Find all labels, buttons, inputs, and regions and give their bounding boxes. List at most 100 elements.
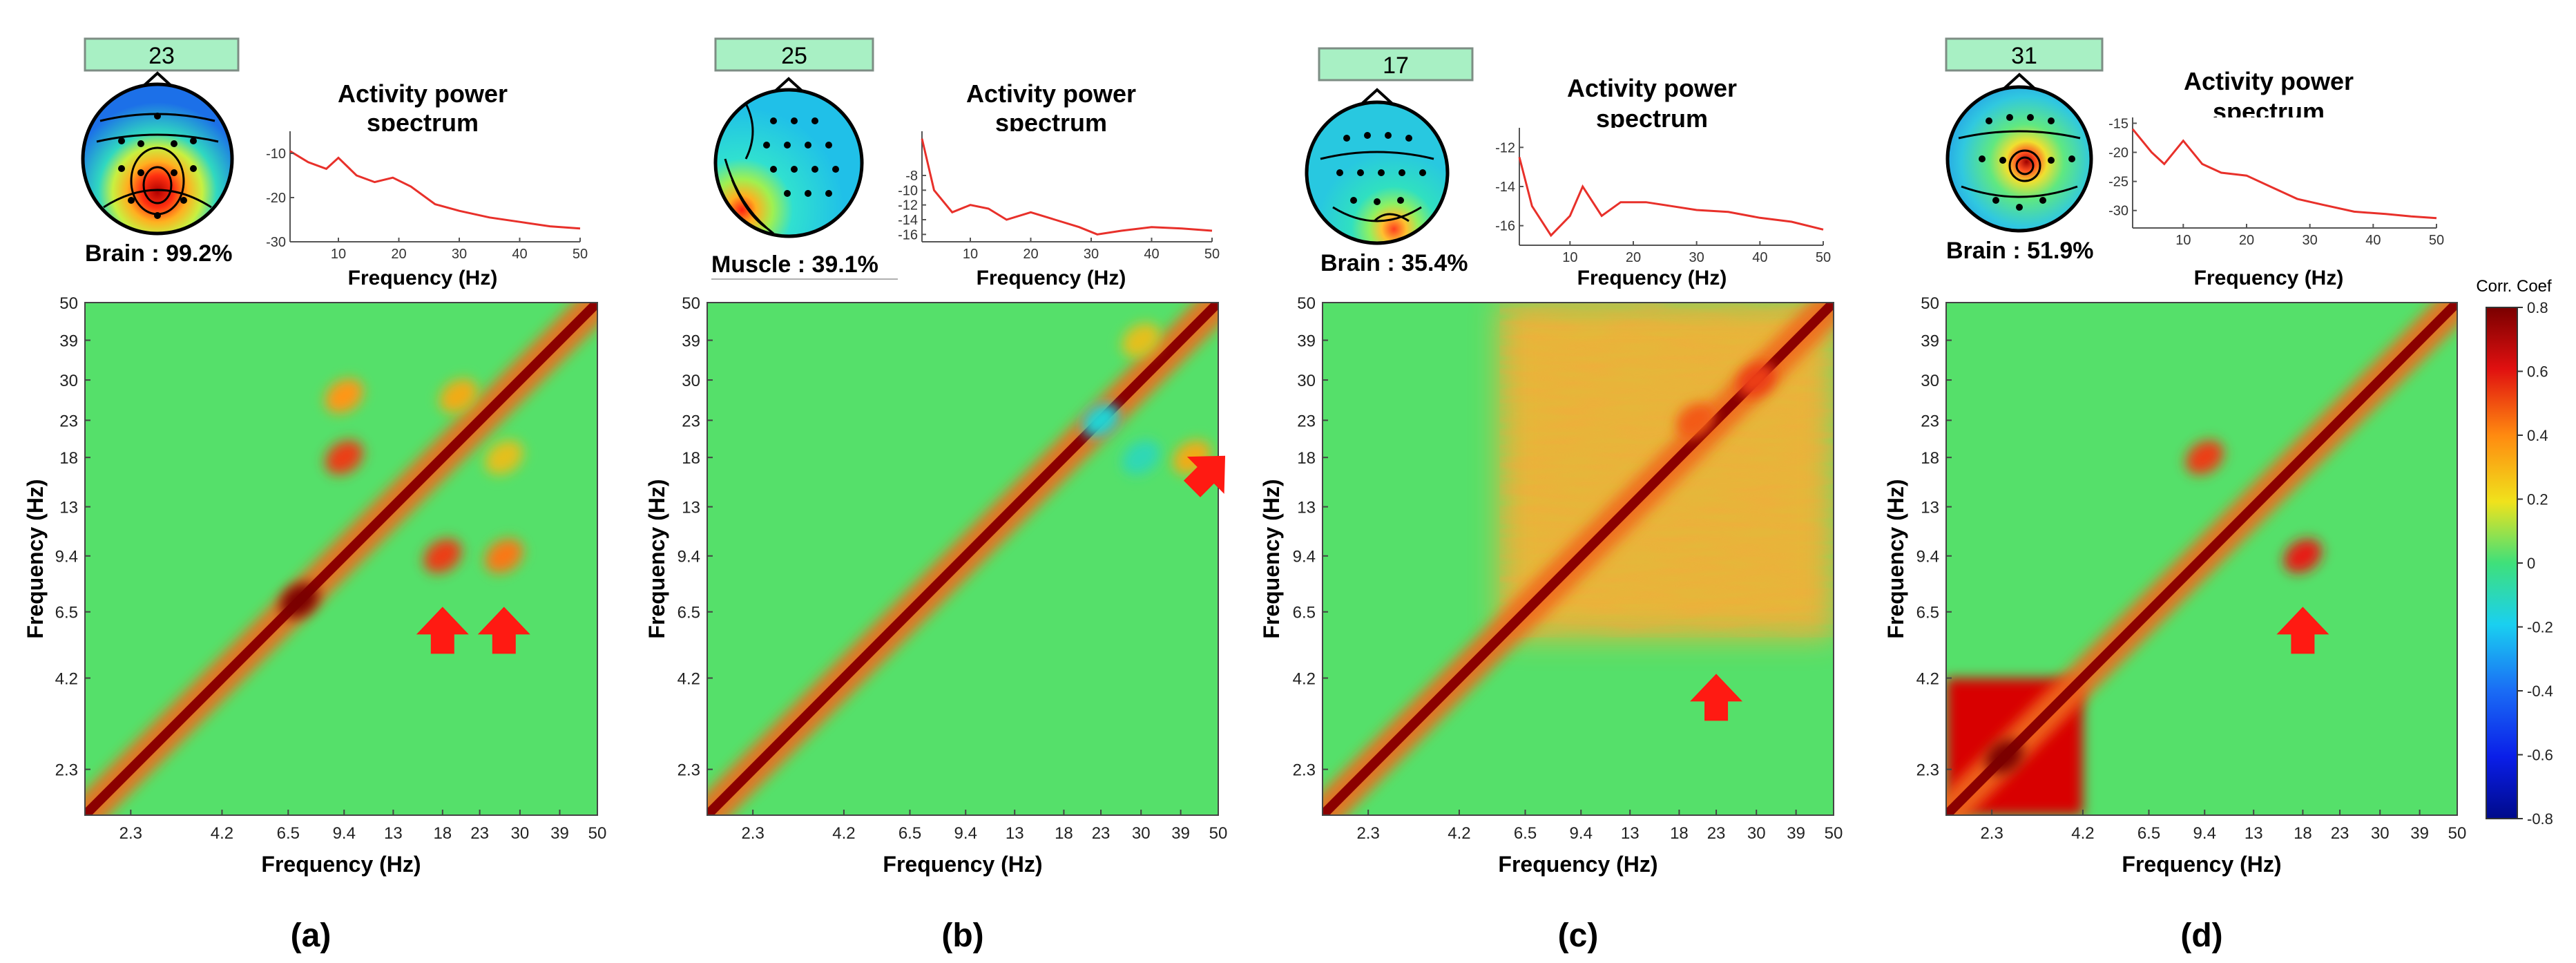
heatmap-ytick-label: 23 — [59, 412, 78, 430]
power-xtick-label: 10 — [963, 247, 978, 262]
panel-label: (b) — [941, 917, 983, 954]
heatmap-ytick-label: 23 — [1297, 412, 1316, 430]
heatmap-ylabel: Frequency (Hz) — [644, 479, 669, 638]
correlation-blob — [485, 440, 523, 475]
correlation-blob — [1082, 403, 1120, 438]
correlation-blob — [1985, 739, 2024, 774]
panel-label: (c) — [1558, 917, 1599, 954]
heatmap-xtick-label: 6.5 — [898, 824, 921, 843]
correlation-blob — [2185, 440, 2224, 475]
heatmap-ytick-label: 2.3 — [1293, 761, 1316, 780]
heatmap-xtick-label: 18 — [2294, 824, 2312, 843]
panel-d: 31 Brain : 51.9% Activity power spectrum… — [1883, 37, 2467, 954]
heatmap-xtick-label: 2.3 — [741, 824, 764, 843]
component-number: 17 — [1383, 53, 1409, 79]
heatmap-xtick-label: 13 — [1621, 824, 1640, 843]
power-xtick-label: 20 — [2239, 233, 2254, 248]
component-classification: Muscle : 39.1% — [711, 251, 878, 278]
heatmap-ytick-label: 6.5 — [1293, 604, 1316, 622]
power-xtick-label: 50 — [2429, 233, 2444, 248]
heatmap-ytick-label: 13 — [1297, 499, 1316, 517]
heatmap-xtick-label: 6.5 — [277, 824, 300, 843]
power-xtick-label: 40 — [512, 247, 527, 262]
correlation-blob — [1675, 403, 1715, 438]
heatmap-xtick-label: 9.4 — [1570, 824, 1593, 843]
colorbar-tick-label: 0 — [2527, 555, 2535, 572]
heatmap-ytick-label: 9.4 — [1293, 548, 1316, 566]
heatmap-xtick-label: 13 — [2245, 824, 2263, 843]
annotation-arrow — [1183, 455, 1226, 497]
heatmap-ytick-label: 50 — [59, 294, 78, 313]
heatmap-body — [1946, 303, 2457, 815]
heatmap-ytick-label: 30 — [59, 372, 78, 390]
colorbar: Corr. Coef 0.8 0.6 0.4 0.2 0 -0.2 -0.4 -0.6 -0.8 — [2476, 277, 2553, 828]
heatmap-xtick-label: 9.4 — [333, 824, 356, 843]
power-plot-area — [2133, 117, 2436, 228]
heatmap-frame — [1945, 302, 2458, 816]
heatmap-ytick-label: 50 — [682, 294, 700, 313]
power-ytick-label: -20 — [2108, 146, 2128, 161]
power-xtick-label: 50 — [1816, 250, 1831, 265]
power-xtick-label: 30 — [1689, 250, 1704, 265]
power-xlabel: Frequency (Hz) — [1577, 267, 1727, 289]
heatmap-xtick-label: 6.5 — [1514, 824, 1537, 843]
power-ytick-label: -20 — [266, 191, 286, 206]
heatmap-ylabel: Frequency (Hz) — [1259, 479, 1284, 638]
heatmap-xlabel: Frequency (Hz) — [2122, 852, 2281, 877]
annotation-arrow — [477, 607, 530, 654]
annotation-arrow — [2276, 607, 2329, 654]
heatmap-xtick-label: 2.3 — [119, 824, 142, 843]
heatmap-ytick-label: 9.4 — [55, 548, 78, 566]
heatmap-xtick-label: 4.2 — [1448, 824, 1470, 843]
colorbar-tick-label: 0.4 — [2527, 427, 2548, 444]
heatmap-ytick-label: 18 — [59, 449, 78, 468]
power-ytick-label: -16 — [898, 227, 918, 242]
heatmap-ytick-label: 18 — [682, 449, 700, 468]
colorbar-tick-label: -0.6 — [2527, 747, 2553, 764]
correlation-blob — [1737, 363, 1776, 398]
power-spectrum-plot: 10 20 30 40 50 -12 -14 -16 — [1495, 128, 1831, 265]
scalp-topography — [1305, 88, 1450, 245]
heatmap-ylabel: Frequency (Hz) — [23, 479, 48, 638]
component-classification: Brain : 35.4% — [1320, 250, 1468, 276]
heatmap-xtick-label: 4.2 — [2071, 824, 2094, 843]
power-plot-area — [1519, 128, 1823, 245]
power-ytick-label: -15 — [2108, 116, 2128, 131]
correlation-blob — [1122, 323, 1160, 358]
power-xlabel: Frequency (Hz) — [348, 267, 498, 289]
heatmap-xtick-label: 50 — [1209, 824, 1228, 843]
power-ytick-label: -12 — [1495, 140, 1515, 155]
panel-label: (a) — [291, 917, 331, 954]
heatmap-xtick-label: 39 — [550, 824, 569, 843]
power-xlabel: Frequency (Hz) — [977, 267, 1126, 289]
power-spectrum-plot: 10 20 30 40 50 -15 -20 -25 -30 — [2108, 116, 2444, 248]
heatmap-xtick-label: 50 — [2448, 824, 2467, 843]
heatmap-body — [1323, 303, 1834, 815]
heatmap-ytick-label: 13 — [59, 499, 78, 517]
heatmap-xtick-label: 39 — [2410, 824, 2429, 843]
scalp-topography — [1945, 73, 2093, 233]
heatmap-xtick-label: 9.4 — [2193, 824, 2216, 843]
component-badge: 23 — [84, 37, 240, 72]
component-badge: 25 — [714, 37, 874, 72]
correlation-blob — [1122, 440, 1160, 475]
heatmap-xtick-label: 9.4 — [954, 824, 977, 843]
heatmap-ytick-label: 30 — [682, 372, 700, 390]
correlation-blob — [439, 379, 478, 414]
power-ytick-label: -25 — [2108, 175, 2128, 190]
power-xtick-label: 40 — [2365, 233, 2381, 248]
power-spectrum-plot: 10 20 30 40 50 -8-10-12-14-16 — [898, 131, 1220, 262]
correlation-heatmap: 2.3 4.2 6.5 9.4 13 18 23 30 39 50 50 39 30 23 18 13 9.4 6… — [55, 294, 607, 843]
correlation-blob — [485, 538, 523, 573]
colorbar-tick-label: 0.2 — [2527, 491, 2548, 508]
power-title-line1: Activity power — [2184, 67, 2354, 95]
heatmap-ytick-label: 39 — [59, 332, 78, 351]
heatmap-ytick-label: 30 — [1297, 372, 1316, 390]
colorbar-tick-label: 0.8 — [2527, 299, 2548, 316]
power-xtick-label: 10 — [1562, 250, 1577, 265]
power-xtick-label: 20 — [391, 247, 406, 262]
power-xtick-label: 50 — [1204, 247, 1220, 262]
heatmap-xtick-label: 30 — [1747, 824, 1766, 843]
heatmap-ytick-label: 2.3 — [677, 761, 700, 780]
power-ytick-label: -8 — [905, 169, 918, 184]
